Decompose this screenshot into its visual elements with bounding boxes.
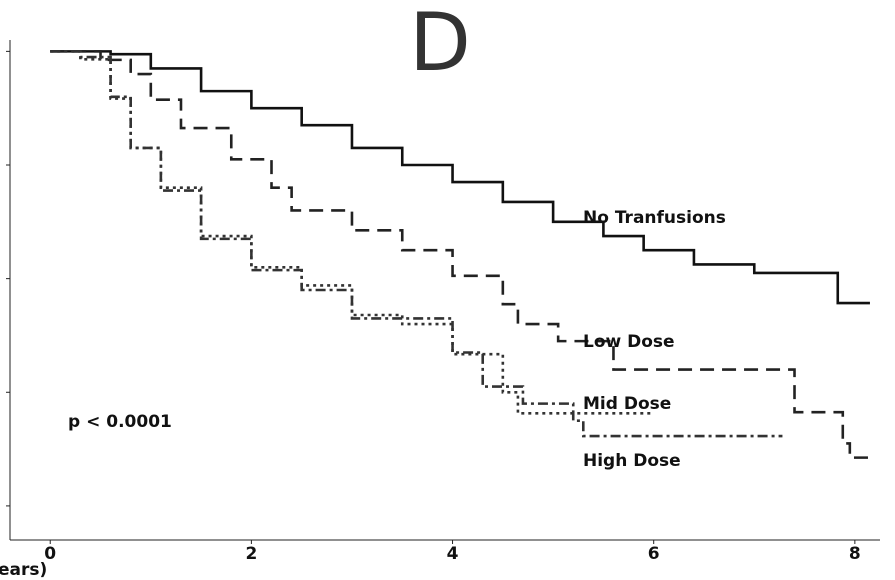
survival-curve xyxy=(50,50,783,438)
series-label: Low Dose xyxy=(583,332,675,352)
x-tick-label: 2 xyxy=(245,544,257,564)
x-tick-label: 8 xyxy=(849,544,861,564)
x-axis-label: ears) xyxy=(0,560,47,580)
series-label: High Dose xyxy=(583,451,681,471)
annotation: p < 0.0001 xyxy=(68,412,172,432)
series-label: No Tranfusions xyxy=(583,208,726,228)
survival-curve xyxy=(50,50,870,459)
series-label: Mid Dose xyxy=(583,394,671,414)
x-tick-label: 4 xyxy=(447,544,459,564)
survival-curve xyxy=(50,50,654,415)
chart-title: D xyxy=(409,0,471,89)
x-tick-label: 6 xyxy=(648,544,660,564)
x-tick-label: 0 xyxy=(44,544,56,564)
survival-curve xyxy=(50,50,870,305)
